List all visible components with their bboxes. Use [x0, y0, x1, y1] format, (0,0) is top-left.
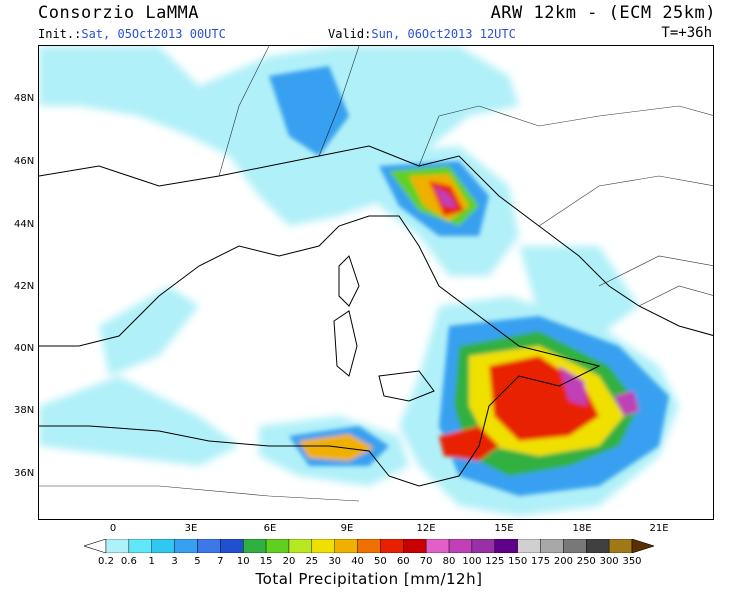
legend-tick-label: 25 [305, 556, 319, 567]
lat-label: 46N [14, 156, 35, 167]
legend-swatch [494, 539, 518, 553]
legend-tick-label: 175 [530, 556, 551, 567]
legend-arrow-low [84, 539, 107, 553]
lon-label: 6E [263, 523, 277, 534]
legend-swatch [265, 539, 290, 553]
legend-tick-label: 50 [374, 556, 387, 567]
lat-label: 40N [14, 343, 35, 354]
lon-label: 21E [649, 523, 669, 534]
valid-label: Valid: [328, 27, 372, 41]
precip-moderate-layer [269, 66, 669, 496]
lat-label: 44N [14, 219, 35, 230]
legend-swatch [517, 539, 541, 553]
valid-value: Sun, 06Oct2013 12UTC [371, 27, 516, 41]
legend-swatch [540, 539, 564, 553]
legend-tick-label: 200 [553, 556, 573, 567]
legend-tick-label: 10 [236, 556, 250, 567]
precipitation-map [38, 45, 714, 520]
legend-swatch [471, 539, 495, 553]
legend-swatch [197, 539, 221, 553]
legend-arrow-high [631, 539, 654, 553]
legend-tick-label: 60 [396, 556, 410, 567]
legend-swatch [174, 539, 198, 553]
lon-label: 3E [184, 523, 198, 534]
init-time: Init.:Sat, 05Oct2013 00UTC [38, 27, 226, 41]
legend-tick-label: 350 [622, 556, 642, 567]
borders [39, 46, 713, 502]
legend-tick-label: 15 [259, 556, 273, 567]
legend-swatch [288, 539, 313, 553]
lat-label: 36N [14, 468, 35, 479]
legend-tick-label: 300 [599, 556, 619, 567]
legend-tick-label: 70 [419, 556, 433, 567]
lon-label: 12E [416, 523, 436, 534]
legend-swatch [380, 539, 404, 553]
legend-tick-label: 5 [194, 556, 201, 567]
legend-swatch [403, 539, 427, 553]
lat-label: 38N [14, 405, 35, 416]
init-label: Init.: [38, 27, 82, 41]
valid-time: Valid:Sun, 06Oct2013 12UTC [328, 27, 516, 41]
legend-tick-label: 3 [171, 556, 178, 567]
init-value: Sat, 05Oct2013 00UTC [81, 27, 226, 41]
legend-swatch [128, 539, 152, 553]
legend-swatch [357, 539, 381, 553]
lat-label: 42N [14, 281, 35, 292]
legend-tick-label: 40 [351, 556, 364, 567]
legend-title: Total Precipitation [mm/12h] [255, 570, 483, 588]
org-title: Consorzio LaMMA [38, 3, 200, 23]
legend-swatch [243, 539, 267, 553]
legend-swatch [563, 539, 587, 553]
lon-label: 0 [109, 523, 117, 534]
legend-tick-label: 20 [282, 556, 296, 567]
legend-tick-label: 30 [328, 556, 342, 567]
model-title: ARW 12km - (ECM 25km) [490, 3, 716, 23]
legend-swatch [311, 539, 335, 553]
lon-label: 15E [494, 523, 514, 534]
legend-swatch [425, 539, 450, 553]
legend-swatch [334, 539, 358, 553]
legend-tick-label: 0.2 [98, 556, 114, 567]
legend-tick-label: 0.6 [120, 556, 137, 567]
legend-swatch [151, 539, 175, 553]
color-legend-bar [84, 539, 654, 553]
legend-tick-label: 1 [148, 556, 155, 567]
legend-swatch [448, 539, 473, 553]
legend-tick-label: 7 [217, 556, 224, 567]
map-canvas [39, 46, 713, 516]
legend-swatch [105, 539, 130, 553]
legend-tick-label: 250 [576, 556, 596, 567]
lon-label: 9E [340, 523, 354, 534]
legend-tick-label: 100 [462, 556, 482, 567]
legend-tick-label: 125 [485, 556, 505, 567]
lat-label: 48N [14, 93, 35, 104]
lon-label: 18E [572, 523, 592, 534]
coastlines [39, 145, 713, 487]
legend-tick-label: 80 [442, 556, 456, 567]
legend-swatch [586, 539, 610, 553]
legend-swatch [608, 539, 633, 553]
forecast-step: T=+36h [661, 25, 712, 41]
legend-tick-label: 150 [508, 556, 528, 567]
legend-swatch [220, 539, 244, 553]
